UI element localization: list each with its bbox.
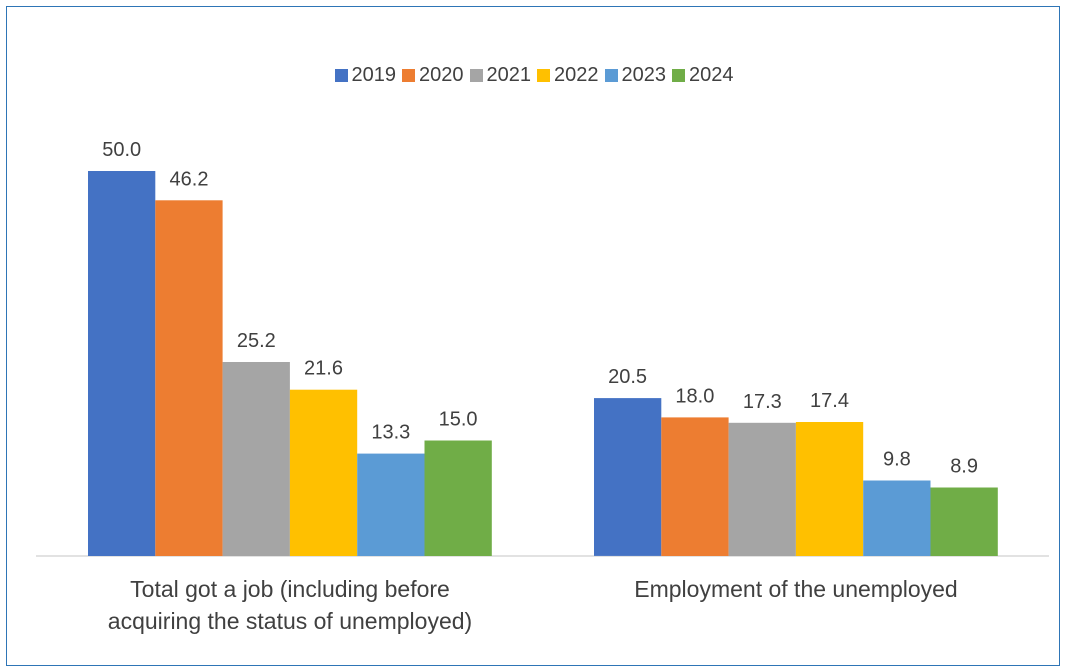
legend-item-2021: 2021 (469, 64, 532, 87)
bar-2021-cat1 (222, 362, 290, 556)
data-label-2022-cat2: 17.4 (810, 390, 849, 412)
legend-item-2020: 2020 (402, 64, 464, 87)
data-label-2020-cat1: 46.2 (170, 168, 209, 190)
bar-2023-cat2 (863, 480, 931, 556)
legend-label-2021: 2021 (486, 64, 532, 86)
data-label-2024-cat1: 15.0 (439, 409, 478, 431)
bar-2023-cat1 (357, 453, 425, 556)
bar-2024-cat1 (424, 440, 492, 556)
legend-label-2022: 2022 (554, 64, 599, 86)
bar-2020-cat1 (155, 200, 223, 557)
bar-2019-cat1 (88, 171, 156, 556)
legend-swatch-2021 (469, 69, 483, 82)
legend-label-2023: 2023 (621, 64, 667, 86)
legend-label-2024: 2024 (689, 64, 734, 86)
data-label-2021-cat2: 17.3 (743, 391, 782, 413)
legend-swatch-2022 (537, 69, 550, 82)
legend: 2019 2020 2021 2022 2023 2024 (0, 64, 1068, 87)
data-label-2020-cat2: 18.0 (675, 385, 714, 407)
legend-item-2019: 2019 (334, 64, 397, 87)
legend-swatch-2020 (402, 69, 415, 82)
bar-2024-cat2 (930, 487, 998, 556)
data-label-2024-cat2: 8.9 (950, 456, 978, 478)
legend-swatch-2023 (604, 69, 618, 82)
bar-2019-cat2 (594, 398, 662, 556)
data-label-2023-cat1: 13.3 (371, 422, 410, 444)
category-label-employment-of-unemployed: Employment of the unemployed (634, 576, 958, 602)
legend-label-2019: 2019 (351, 64, 397, 86)
legend-label-2020: 2020 (419, 64, 464, 86)
category-label-total-got-a-job: Total got a job (including before acquir… (107, 576, 473, 634)
bar-2021-cat2 (728, 422, 796, 556)
legend-swatch-2019 (334, 69, 348, 82)
bar-2022-cat2 (795, 422, 864, 556)
legend-swatch-2024 (672, 69, 685, 82)
data-label-2019-cat1: 50.0 (102, 139, 141, 161)
data-label-2023-cat2: 9.8 (883, 449, 911, 471)
legend-item-2024: 2024 (672, 64, 734, 87)
data-label-2022-cat1: 21.6 (304, 358, 343, 380)
data-label-2021-cat1: 25.2 (237, 330, 276, 352)
legend-item-2022: 2022 (537, 64, 599, 87)
bar-chart: 50.0 20.5 46.2 18.0 25.2 17.3 21.6 17.4 13.3 9.8 1… (36, 139, 1049, 557)
data-label-2019-cat2: 20.5 (608, 366, 647, 388)
bar-2022-cat1 (289, 389, 358, 556)
legend-item-2023: 2023 (604, 64, 667, 87)
bar-2020-cat2 (661, 417, 729, 556)
